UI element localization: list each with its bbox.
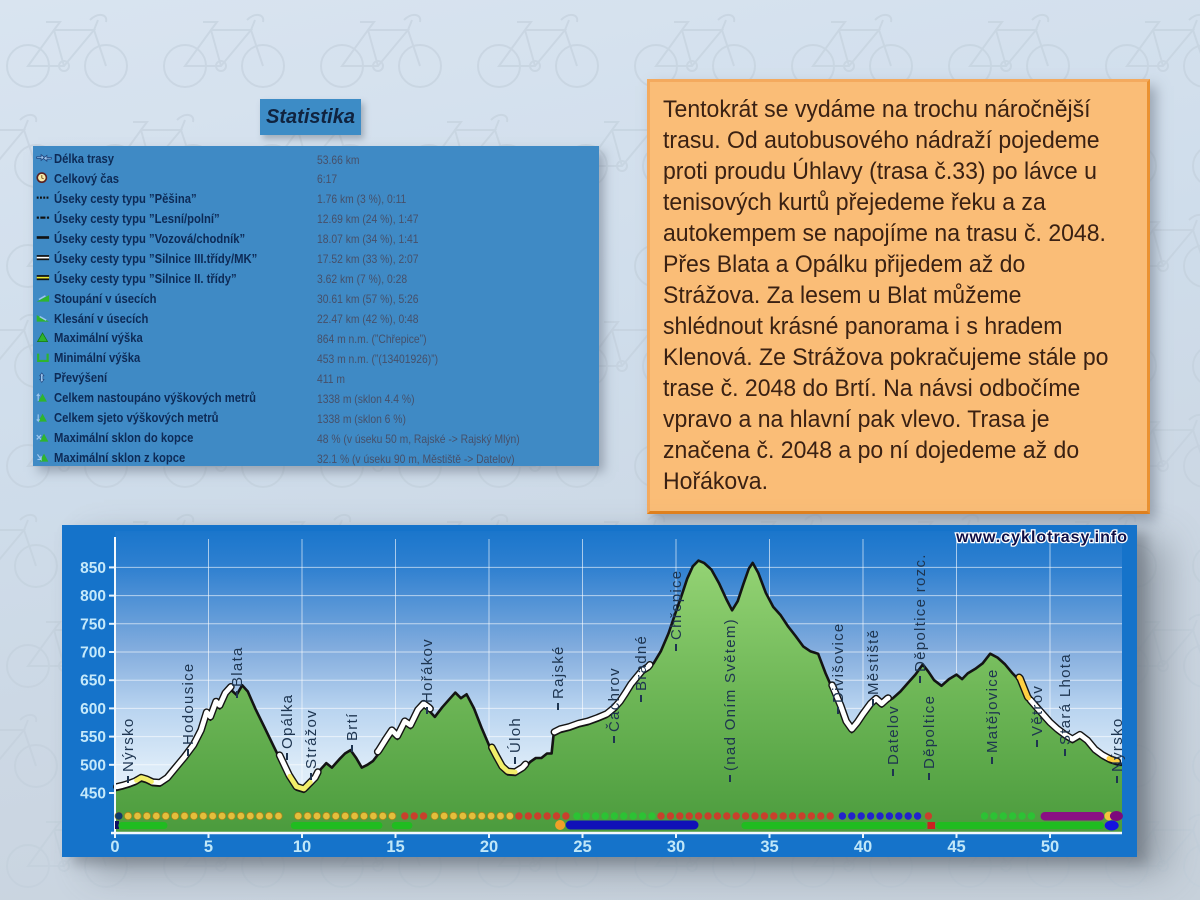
svg-text:Strážov: Strážov <box>303 709 320 769</box>
svg-text:5: 5 <box>204 838 213 856</box>
svg-text:Městiště: Městiště <box>865 629 882 695</box>
svg-text:Opálka: Opálka <box>279 694 296 749</box>
svg-text:750: 750 <box>80 616 106 633</box>
svg-text:Stará Lhota: Stará Lhota <box>1057 653 1074 745</box>
svg-text:850: 850 <box>80 560 106 577</box>
svg-text:Hodousice: Hodousice <box>180 662 197 745</box>
svg-text:Divišovice: Divišovice <box>830 622 847 703</box>
svg-text:500: 500 <box>80 757 106 774</box>
svg-text:(nad Oním Světem): (nad Oním Světem) <box>722 618 739 771</box>
svg-text:Matějovice: Matějovice <box>984 668 1001 753</box>
svg-text:Úloh: Úloh <box>507 717 524 753</box>
svg-text:45: 45 <box>947 838 965 856</box>
svg-text:Hořákov: Hořákov <box>419 638 436 703</box>
svg-text:Bradné: Bradné <box>633 635 650 691</box>
svg-text:550: 550 <box>80 729 106 746</box>
svg-text:Blata: Blata <box>229 646 246 687</box>
svg-text:Děpoltice rozc.: Děpoltice rozc. <box>912 553 929 672</box>
svg-text:600: 600 <box>80 701 106 718</box>
svg-text:Větrov: Větrov <box>1029 685 1046 736</box>
svg-text:15: 15 <box>386 838 404 856</box>
svg-text:Nýrsko: Nýrsko <box>120 718 137 772</box>
svg-text:30: 30 <box>667 838 685 856</box>
svg-text:Datelov: Datelov <box>885 705 902 765</box>
svg-text:40: 40 <box>854 838 872 856</box>
svg-text:Chřepice: Chřepice <box>668 570 685 640</box>
svg-text:Rajské: Rajské <box>550 645 567 699</box>
svg-text:700: 700 <box>80 645 106 662</box>
svg-text:25: 25 <box>573 838 591 856</box>
svg-text:Nýrsko: Nýrsko <box>1109 718 1126 772</box>
svg-text:www.cyklotrasy.info: www.cyklotrasy.info <box>955 529 1128 546</box>
svg-text:Čachrov: Čachrov <box>606 667 623 732</box>
svg-text:20: 20 <box>480 838 498 856</box>
svg-text:50: 50 <box>1041 838 1059 856</box>
svg-text:650: 650 <box>80 673 106 690</box>
svg-text:450: 450 <box>80 786 106 803</box>
svg-text:35: 35 <box>760 838 778 856</box>
svg-text:Brtí: Brtí <box>344 712 361 741</box>
svg-text:10: 10 <box>293 838 311 856</box>
svg-text:Děpoltice: Děpoltice <box>921 695 938 769</box>
svg-text:0: 0 <box>110 838 119 856</box>
svg-text:800: 800 <box>80 588 106 605</box>
